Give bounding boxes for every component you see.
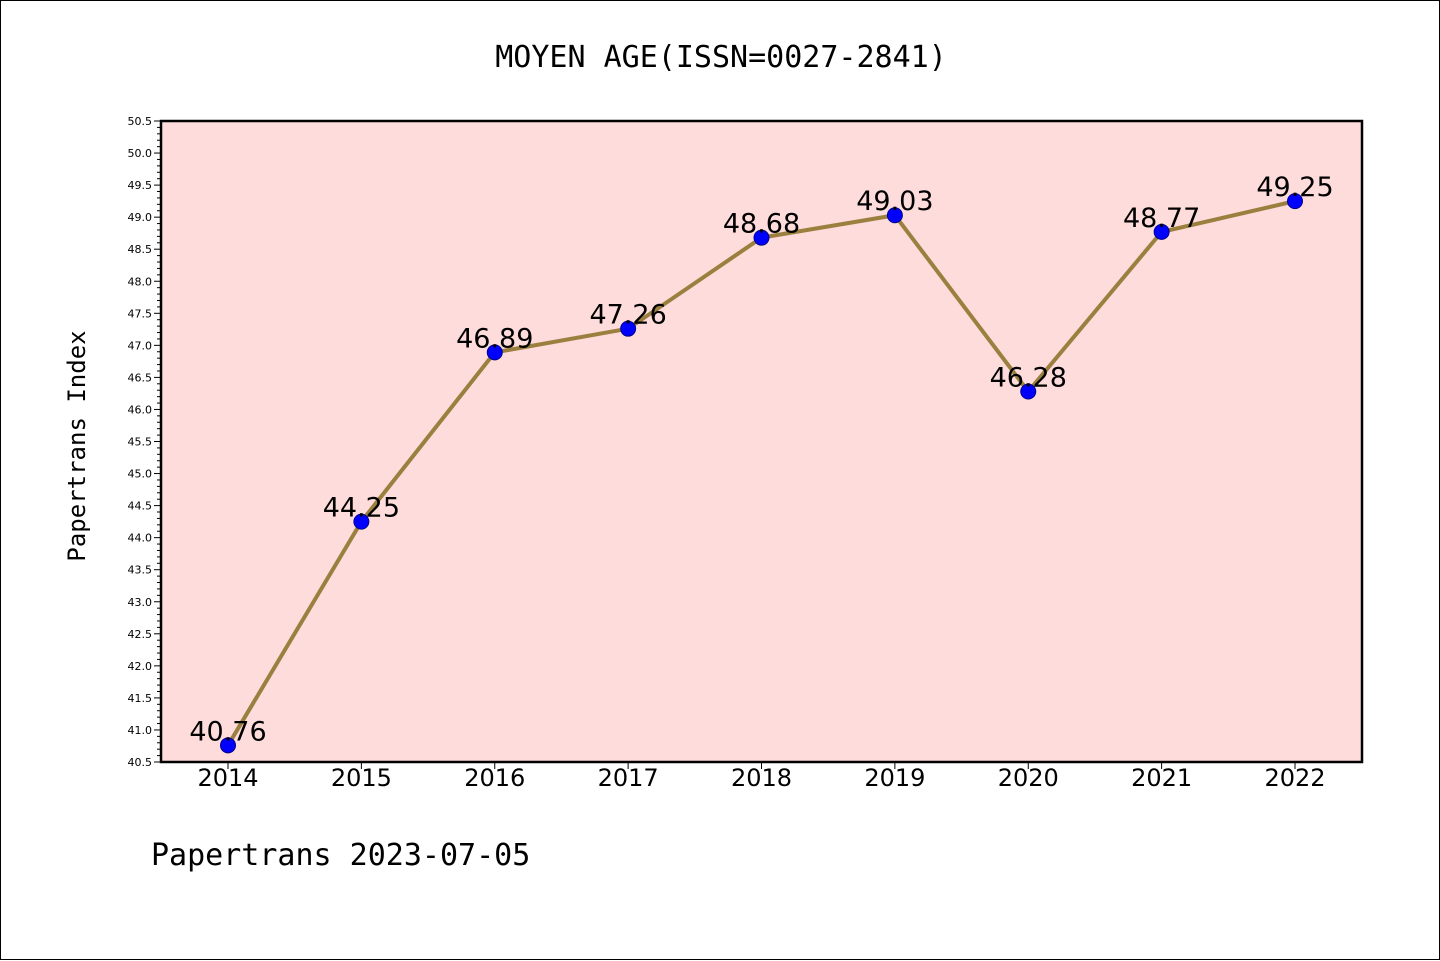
x-tick-label: 2021 (1131, 764, 1192, 792)
y-tick-label: 45.0 (128, 468, 153, 481)
y-tick-label: 48.5 (128, 243, 153, 256)
data-point-marker (1287, 193, 1303, 210)
data-value-label: 40.76 (189, 716, 266, 747)
data-value-label: 48.68 (723, 209, 800, 240)
y-tick-label: 42.5 (128, 628, 153, 641)
data-value-label: 44.25 (323, 493, 400, 524)
y-tick-label: 50.0 (128, 147, 153, 160)
y-tick-label: 50.5 (128, 115, 153, 128)
y-tick-label: 43.0 (128, 596, 153, 609)
data-point-marker (620, 320, 637, 337)
x-axis: 2014 2015 2016 2017 2018 2019 2020 2021 2022 (197, 762, 1326, 792)
y-tick-label: 42.0 (128, 660, 153, 673)
y-tick-label: 45.5 (128, 436, 153, 449)
data-point-marker (220, 737, 236, 754)
y-axis-label: Papertrans Index (63, 330, 91, 561)
data-value-label: 49.03 (856, 186, 933, 217)
data-point-marker (886, 207, 903, 224)
y-tick-label: 40.5 (128, 756, 153, 769)
y-tick-label: 41.0 (128, 724, 153, 737)
y-tick-label: 44.0 (128, 532, 153, 545)
y-tick-label: 43.5 (128, 564, 153, 577)
plot-border (159, 119, 1364, 764)
x-tick-label: 2015 (331, 764, 392, 792)
y-tick-label: 47.5 (128, 307, 153, 320)
chart-title: MOYEN AGE(ISSN=0027-2841) (495, 40, 947, 75)
series-line-group (220, 193, 1303, 754)
y-tick-label: 44.5 (128, 500, 153, 513)
x-tick-label: 2020 (998, 764, 1059, 792)
data-value-label: 46.28 (990, 363, 1067, 394)
x-tick-label: 2019 (864, 764, 925, 792)
data-point-marker (753, 229, 770, 246)
x-tick-label: 2022 (1264, 764, 1325, 792)
data-value-label: 46.89 (456, 323, 533, 354)
data-point-marker (486, 344, 503, 361)
data-value-label: 49.25 (1256, 172, 1333, 203)
x-tick-label: 2018 (731, 764, 792, 792)
data-value-label: 48.77 (1123, 203, 1200, 234)
y-tick-label: 47.0 (128, 339, 153, 352)
y-tick-label: 49.0 (128, 211, 153, 224)
y-tick-label: 46.0 (128, 403, 153, 416)
y-tick-label: 48.0 (128, 275, 153, 288)
data-labels: 40.76 44.25 46.89 47.26 48.68 49.03 46.28 48.77… (189, 172, 1333, 747)
y-tick-label: 49.5 (128, 179, 153, 192)
y-axis: 40.5 41.0 41.5 42.0 42.5 43.0 43.5 44.0 44.5 45.0… (128, 115, 161, 769)
x-tick-label: 2016 (464, 764, 525, 792)
data-point-marker (1020, 383, 1037, 400)
x-tick-label: 2017 (598, 764, 659, 792)
data-point-marker (353, 513, 370, 530)
data-value-label: 47.26 (589, 300, 666, 331)
data-point-marker (1153, 223, 1170, 240)
footer-text: Papertrans 2023-07-05 (151, 838, 530, 873)
y-tick-label: 41.5 (128, 692, 153, 705)
x-tick-label: 2014 (197, 764, 258, 792)
y-tick-label: 46.5 (128, 371, 153, 384)
